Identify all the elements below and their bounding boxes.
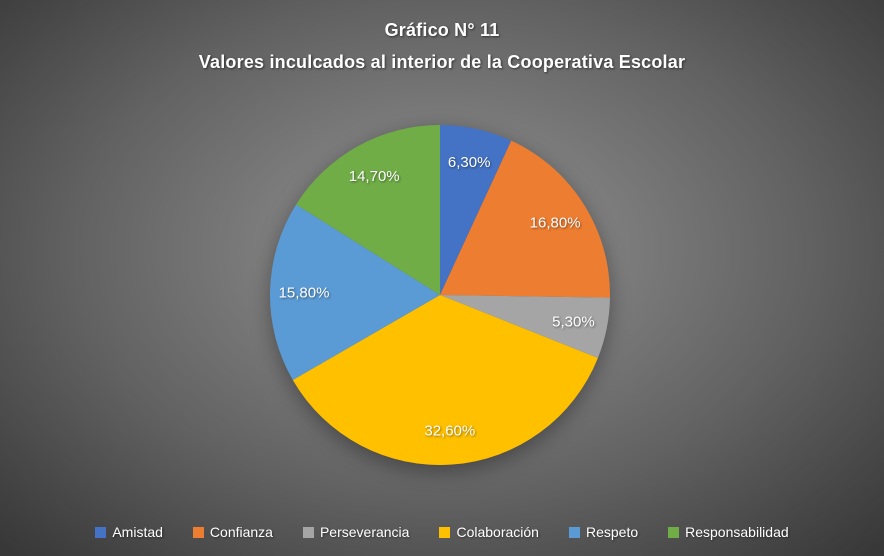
legend-label: Perseverancia	[319, 524, 410, 540]
slice-label: 16,80%	[530, 215, 581, 232]
legend-label: Responsabilidad	[685, 524, 789, 540]
slice-label: 32,60%	[424, 423, 475, 440]
slice-label: 15,80%	[279, 284, 330, 301]
pie-slice-confianza	[440, 140, 611, 298]
legend-item-amistad: Amistad	[95, 524, 163, 540]
legend-label: Colaboración	[456, 524, 539, 540]
legend-swatch-icon	[302, 526, 314, 538]
chart-title-line2: Valores inculcados al interior de la Coo…	[198, 52, 686, 72]
legend-swatch-icon	[668, 526, 680, 538]
legend-swatch-icon	[95, 526, 107, 538]
pie-labels-group: 6,30% 16,80% 5,30% 32,60% 15,80% 14,70%	[279, 154, 595, 439]
pie-slice-amistad	[440, 125, 512, 295]
pie-slice-respeto	[270, 204, 440, 380]
legend-swatch-icon	[192, 526, 204, 538]
pie-slice-colaboracion	[292, 295, 598, 465]
pie-slices-group	[270, 125, 611, 465]
legend-item-perseverancia: Perseverancia	[302, 524, 410, 540]
legend: Amistad Confianza Perseverancia Colaboració…	[0, 524, 884, 540]
legend-item-responsabilidad: Responsabilidad	[668, 524, 789, 540]
chart-title-line1: Gráfico N° 11	[384, 20, 500, 40]
legend-label: Respeto	[585, 524, 639, 540]
slice-label: 5,30%	[552, 314, 595, 331]
slice-label: 6,30%	[448, 154, 491, 171]
legend-item-confianza: Confianza	[192, 524, 273, 540]
slice-label: 14,70%	[349, 168, 400, 185]
legend-item-respeto: Respeto	[568, 524, 639, 540]
pie-slice-perseverancia	[440, 295, 610, 358]
pie-slice-responsabilidad	[296, 125, 440, 295]
legend-swatch-icon	[439, 526, 451, 538]
legend-label: Amistad	[112, 524, 163, 540]
chart-title: Gráfico N° 11 Valores inculcados al inte…	[0, 14, 884, 78]
legend-label: Confianza	[209, 524, 273, 540]
legend-item-colaboracion: Colaboración	[439, 524, 539, 540]
legend-swatch-icon	[568, 526, 580, 538]
